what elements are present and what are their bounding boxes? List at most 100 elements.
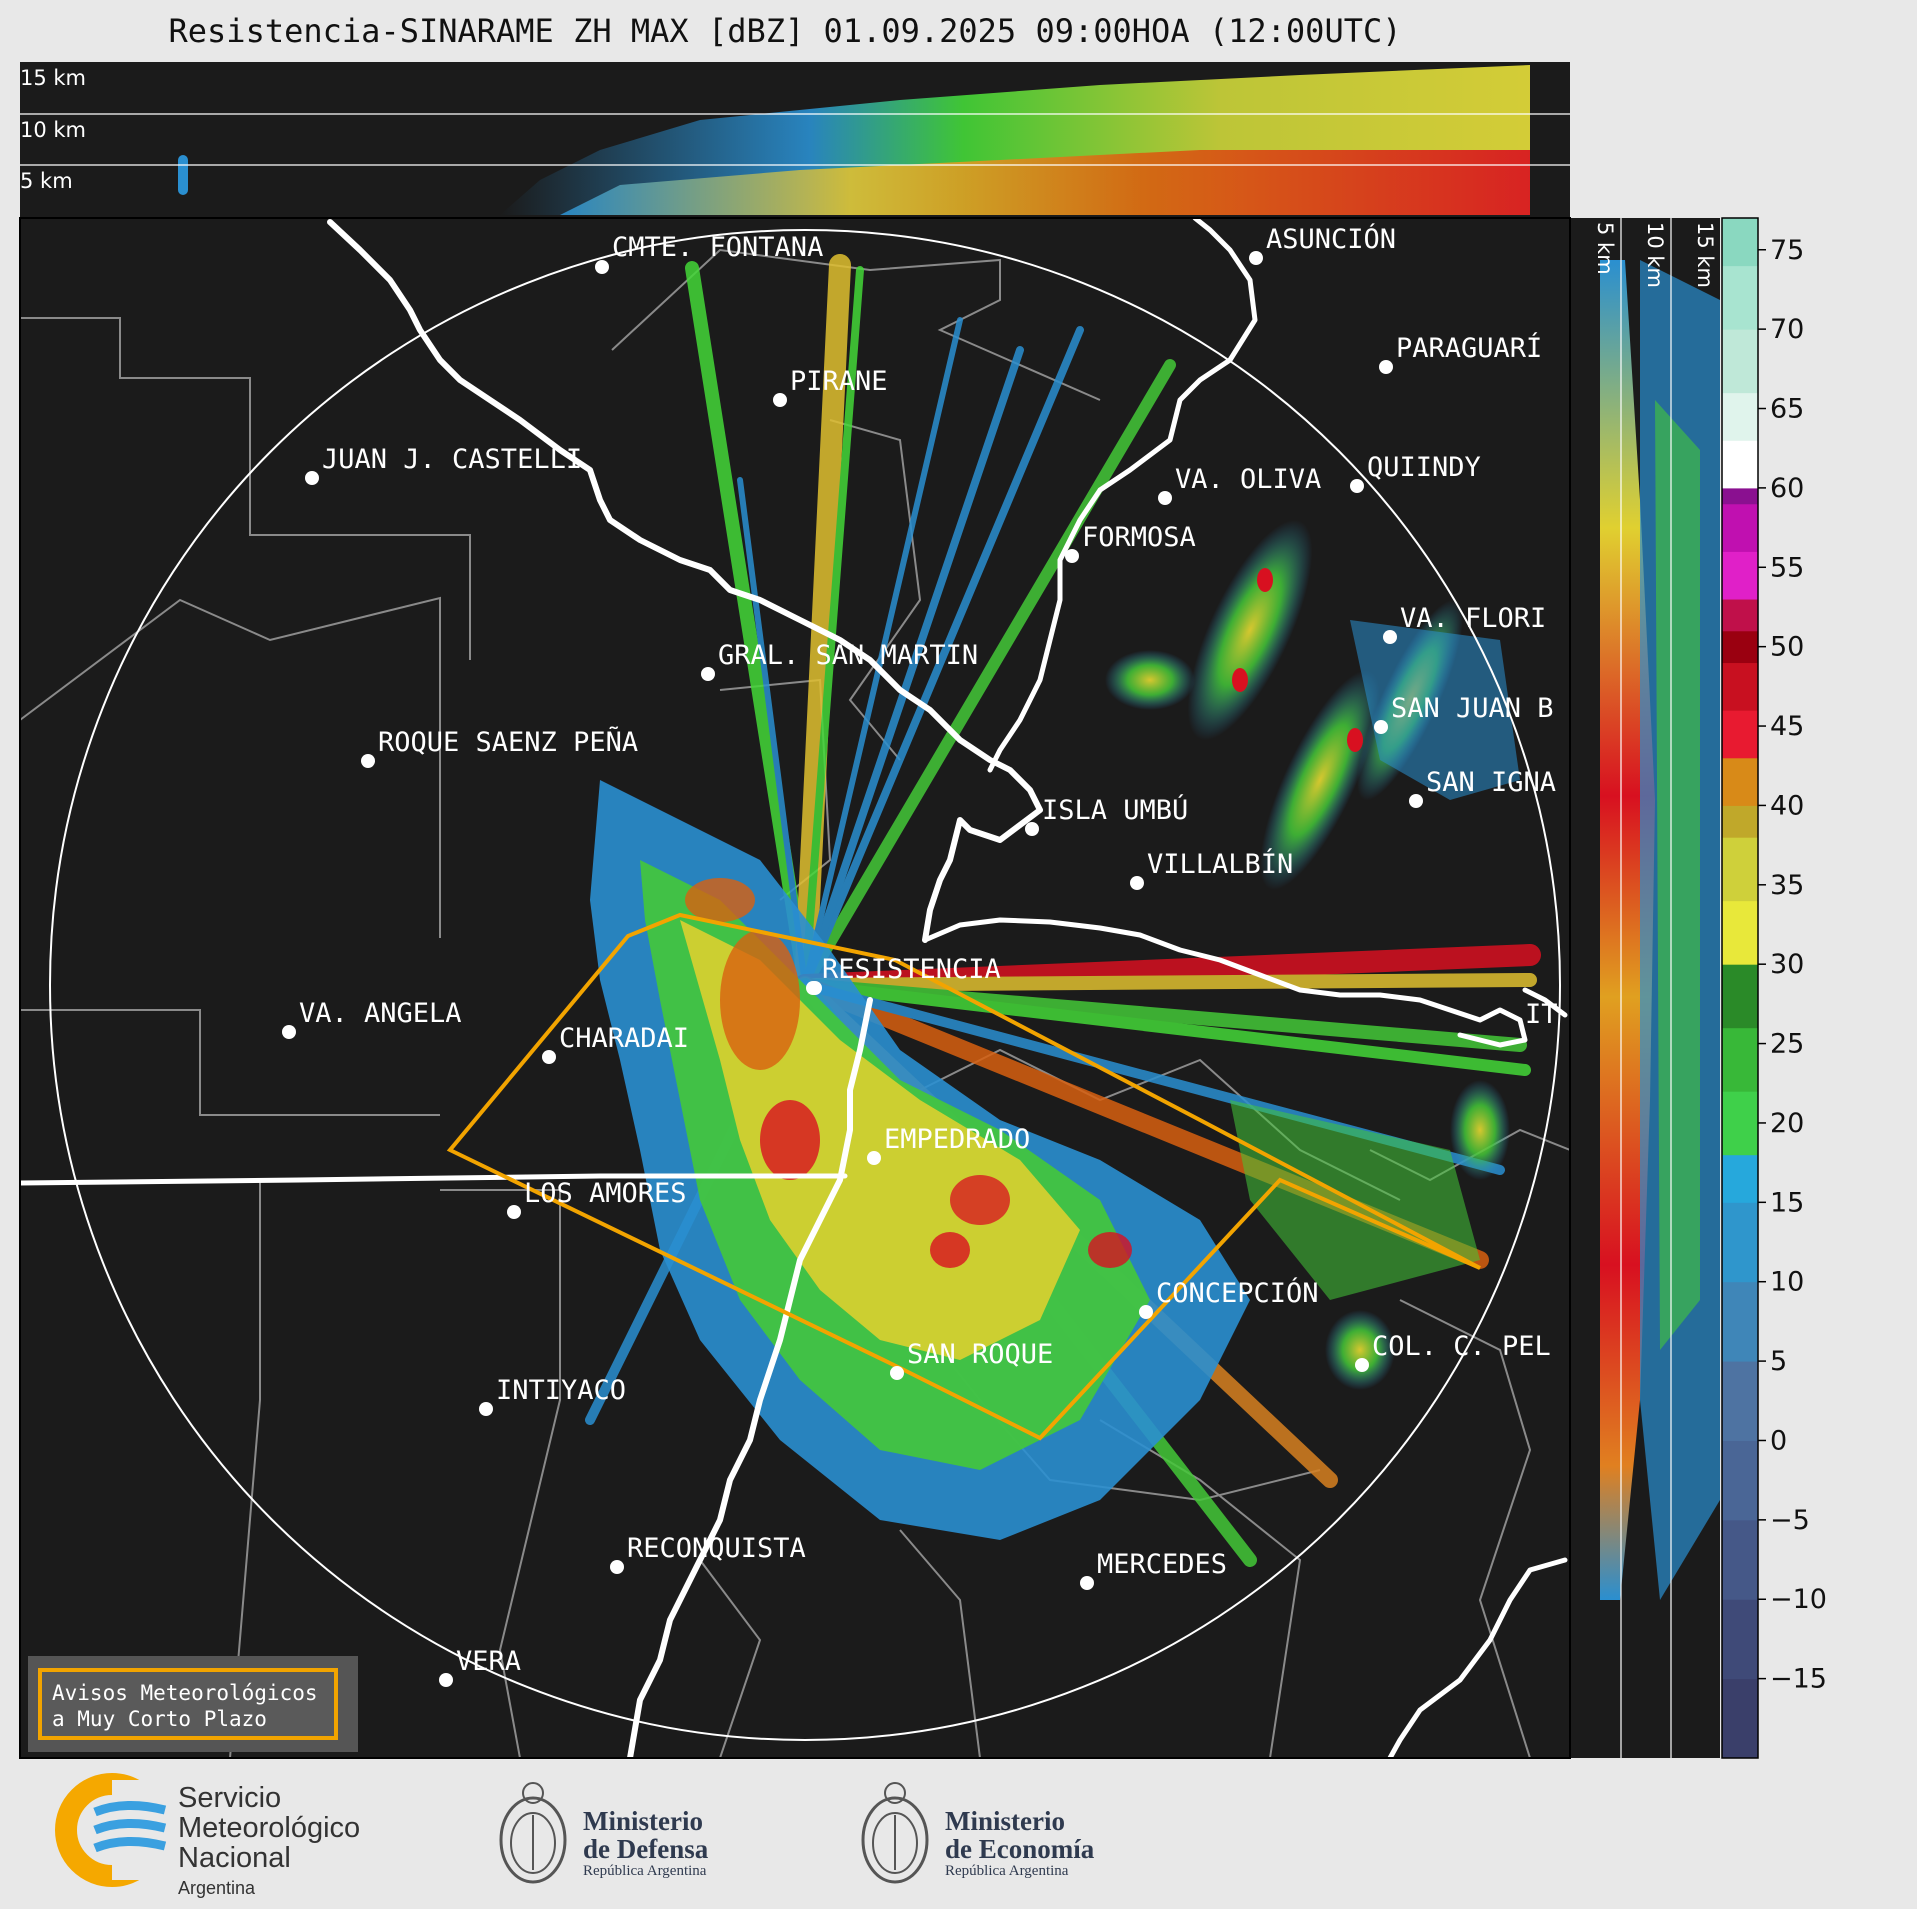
city-reconquista: RECONQUISTA xyxy=(610,1533,806,1574)
svg-text:PARAGUARÍ: PARAGUARÍ xyxy=(1396,332,1542,364)
city-va-angela: VA. ANGELA xyxy=(282,998,462,1039)
colorbar-segment xyxy=(1722,1154,1758,1203)
economia-line3: República Argentina xyxy=(945,1863,1069,1879)
svg-text:SAN JUAN B: SAN JUAN B xyxy=(1391,693,1554,724)
svg-text:VA. OLIVA: VA. OLIVA xyxy=(1175,464,1321,495)
map-title: Resistencia-SINARAME ZH MAX [dBZ] 01.09.… xyxy=(168,12,1402,50)
defensa-line1: Ministerio xyxy=(583,1806,703,1836)
svg-text:ROQUE SAENZ PEÑA: ROQUE SAENZ PEÑA xyxy=(378,726,638,758)
main-map-panel: CMTE. FONTANA ASUNCIÓN PARAGUARÍ PIRANE … xyxy=(19,217,1571,1759)
city-col-c-pellegrini: COL. C. PEL xyxy=(1355,1331,1551,1372)
svg-text:CONCEPCIÓN: CONCEPCIÓN xyxy=(1156,1277,1319,1309)
colorbar-segment xyxy=(1722,1599,1758,1680)
svg-text:INTIYACO: INTIYACO xyxy=(496,1375,626,1406)
colorbar-segment xyxy=(1722,1440,1758,1521)
colorbar-segment xyxy=(1722,551,1758,600)
range-ring xyxy=(49,229,1561,1741)
colorbar-segment xyxy=(1722,1361,1758,1441)
svg-text:IT: IT xyxy=(1525,999,1558,1030)
city-san-roque: SAN ROQUE xyxy=(890,1339,1053,1380)
city-cmte-fontana: CMTE. FONTANA xyxy=(595,232,823,274)
colorbar-segment xyxy=(1722,1091,1758,1156)
svg-text:SAN ROQUE: SAN ROQUE xyxy=(907,1339,1053,1370)
city-va-florida: VA. FLORI xyxy=(1383,603,1546,644)
top-height-panel: 15 km 10 km 5 km xyxy=(20,62,1570,217)
svg-text:MERCEDES: MERCEDES xyxy=(1097,1549,1227,1580)
smn-line1: Servicio xyxy=(178,1782,282,1814)
svg-text:VILLALBÍN: VILLALBÍN xyxy=(1147,848,1293,880)
city-charadai: CHARADAI xyxy=(542,1023,689,1064)
colorbar-segment xyxy=(1722,837,1758,902)
colorbar-tick-label: 25 xyxy=(1770,1029,1804,1060)
smn-logo-text: Servicio Meteorológico Nacional Argentin… xyxy=(178,1783,360,1903)
colorbar-tick-label: 10 xyxy=(1770,1267,1804,1298)
city-mercedes: MERCEDES xyxy=(1080,1549,1227,1590)
defensa-line2: de Defensa xyxy=(583,1834,709,1864)
colorbar-segment xyxy=(1722,964,1758,1029)
side-label-10km: 10 km xyxy=(1643,222,1667,288)
colorbar-segment xyxy=(1722,757,1758,806)
colorbar-segment xyxy=(1722,503,1758,552)
colorbar-tick-label: −10 xyxy=(1770,1584,1827,1615)
city-roque-saenz-pena: ROQUE SAENZ PEÑA xyxy=(361,726,638,768)
colorbar-segment xyxy=(1722,329,1758,394)
defensa-logo-text: Ministerio de Defensa República Argentin… xyxy=(583,1807,708,1880)
economia-logo-text: Ministerio de Economía República Argenti… xyxy=(945,1807,1094,1880)
smn-line3: Nacional xyxy=(178,1842,291,1874)
colorbar-segment xyxy=(1722,710,1758,759)
colorbar-segment xyxy=(1722,392,1758,441)
warning-legend-line2: a Muy Corto Plazo xyxy=(52,1707,267,1731)
colorbar-tick-label: 55 xyxy=(1770,552,1804,583)
svg-text:PIRANE: PIRANE xyxy=(790,366,888,397)
top-label-10km: 10 km xyxy=(20,118,86,142)
colorbar-segment xyxy=(1722,1027,1758,1092)
colorbar-tick-label: 35 xyxy=(1770,870,1804,901)
colorbar-tick-label: 30 xyxy=(1770,949,1804,980)
colorbar-segment xyxy=(1722,218,1758,267)
warning-polygon xyxy=(446,912,1481,1441)
colorbar-segment xyxy=(1722,1202,1758,1283)
colorbar-tick-label: 50 xyxy=(1770,632,1804,663)
city-asuncion: ASUNCIÓN xyxy=(1249,223,1396,265)
city-intiyaco: INTIYACO xyxy=(479,1375,626,1416)
colorbar-tick-label: 75 xyxy=(1770,235,1804,266)
city-pirane: PIRANE xyxy=(773,366,888,407)
city-quiindy: QUIINDY xyxy=(1350,452,1481,493)
city-va-oliva: VA. OLIVA xyxy=(1158,464,1321,505)
colorbar-segment xyxy=(1722,630,1758,664)
colorbar-segment xyxy=(1722,599,1758,632)
city-ita-ibate: IT xyxy=(1525,999,1558,1030)
warning-legend: Avisos Meteorológicos a Muy Corto Plazo xyxy=(38,1668,338,1740)
city-layer: CMTE. FONTANA ASUNCIÓN PARAGUARÍ PIRANE … xyxy=(282,223,1558,1687)
city-villalbin: VILLALBÍN xyxy=(1130,848,1293,890)
defensa-line3: República Argentina xyxy=(583,1863,707,1879)
colorbar-tick-label: 40 xyxy=(1770,790,1804,821)
economia-line2: de Economía xyxy=(945,1834,1095,1864)
colorbar-tick-label: 70 xyxy=(1770,314,1804,345)
colorbar-tick-label: 0 xyxy=(1770,1425,1787,1456)
svg-text:VERA: VERA xyxy=(456,1646,521,1677)
side-label-5km: 5 km xyxy=(1593,222,1617,275)
smn-line4: Argentina xyxy=(178,1878,256,1898)
svg-text:LOS AMORES: LOS AMORES xyxy=(524,1178,687,1209)
city-san-ignacio: SAN IGNA xyxy=(1409,767,1556,808)
colorbar-tick-label: −5 xyxy=(1770,1505,1810,1536)
colorbar-segment xyxy=(1722,805,1758,838)
colorbar-tick-label: 20 xyxy=(1770,1108,1804,1139)
colorbar-segment xyxy=(1722,265,1758,330)
city-juan-j-castelli: JUAN J. CASTELLI xyxy=(305,444,582,485)
colorbar-tick-label: 15 xyxy=(1770,1187,1804,1218)
svg-text:ASUNCIÓN: ASUNCIÓN xyxy=(1266,223,1396,255)
city-empedrado: EMPEDRADO xyxy=(867,1124,1030,1165)
radar-echoes xyxy=(585,254,1541,1567)
city-san-juan-b: SAN JUAN B xyxy=(1374,693,1554,734)
economia-line1: Ministerio xyxy=(945,1806,1065,1836)
colorbar-frame xyxy=(1721,217,1759,1759)
rivers-and-borders xyxy=(20,218,1568,1758)
city-isla-umbu: ISLA UMBÚ xyxy=(1025,794,1188,836)
top-label-15km: 15 km xyxy=(20,66,86,90)
city-concepcion: CONCEPCIÓN xyxy=(1139,1277,1319,1319)
city-gral-san-martin: GRAL. SAN MARTIN xyxy=(701,640,978,681)
side-height-panel: 5 km 10 km 15 km xyxy=(1570,218,1720,1758)
